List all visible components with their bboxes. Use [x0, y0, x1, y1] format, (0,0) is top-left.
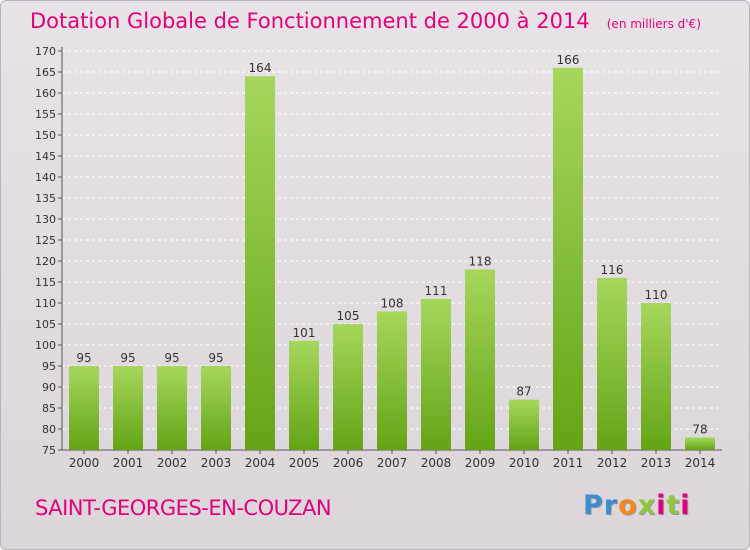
bar-2007	[377, 311, 407, 450]
y-tick-label: 100	[35, 339, 56, 352]
bar-2012	[597, 277, 627, 450]
y-tick-label: 85	[42, 402, 56, 415]
data-label: 110	[645, 288, 668, 302]
x-tick-label: 2013	[641, 456, 672, 470]
y-tick-label: 155	[35, 108, 56, 121]
commune-name: SAINT-GEORGES-EN-COUZAN	[35, 496, 332, 520]
logo-letter: o	[618, 490, 638, 521]
bar-2013	[641, 303, 671, 450]
data-label: 166	[557, 53, 580, 67]
data-label: 78	[692, 422, 707, 436]
x-tick-labels: 2000 2001 2002 2003 2004 2005 2006 2007 2008 2009…	[69, 456, 716, 470]
title-row: Dotation Globale de Fonctionnement de 20…	[30, 9, 701, 33]
x-tick-label: 2012	[597, 456, 628, 470]
y-tick-label: 110	[35, 297, 56, 310]
data-label: 95	[76, 351, 91, 365]
data-label: 118	[469, 254, 492, 268]
logo-letter: x	[637, 490, 657, 521]
bar-2005	[289, 340, 319, 450]
bar-2010	[509, 399, 539, 450]
data-label: 95	[164, 351, 179, 365]
data-labels: 95 95 95 95 164 101 105 108 111 118 87 166 116 110 78	[76, 53, 707, 437]
data-label: 95	[208, 351, 223, 365]
y-tick-label: 135	[35, 192, 56, 205]
logo-letter: r	[603, 490, 619, 521]
bar-2008	[421, 298, 451, 450]
y-tick-label: 80	[42, 423, 56, 436]
bar-2011	[553, 67, 583, 451]
logo-letter: i	[680, 490, 691, 521]
logo-letter: i	[656, 490, 667, 521]
y-tick-label: 150	[35, 129, 56, 142]
x-tick-label: 2014	[685, 456, 716, 470]
x-tick-label: 2002	[157, 456, 188, 470]
y-tick-label: 165	[35, 66, 56, 79]
x-tick-label: 2007	[377, 456, 408, 470]
proxiti-logo: Proxiti	[583, 490, 691, 521]
x-tick-label: 2004	[245, 456, 276, 470]
bar-2002	[157, 366, 187, 450]
data-label: 95	[120, 351, 135, 365]
data-label: 87	[516, 385, 531, 399]
y-tick-label: 120	[35, 255, 56, 268]
chart-subtitle: (en milliers d'€)	[606, 17, 701, 31]
x-tick-label: 2008	[421, 456, 452, 470]
bar-2000	[69, 366, 99, 450]
y-tick-label: 125	[35, 234, 56, 247]
x-tick-label: 2011	[553, 456, 584, 470]
y-tick-label: 75	[42, 444, 56, 457]
x-tick-label: 2003	[201, 456, 232, 470]
x-tick-label: 2006	[333, 456, 364, 470]
y-tick-label: 105	[35, 318, 56, 331]
data-label: 105	[337, 309, 360, 323]
y-tick-label: 145	[35, 150, 56, 163]
x-tick-label: 2009	[465, 456, 496, 470]
data-label: 164	[249, 61, 272, 75]
logo-letter: P	[583, 490, 604, 521]
y-tick-label: 160	[35, 87, 56, 100]
bar-2009	[465, 269, 495, 450]
data-label: 108	[381, 296, 404, 310]
x-tick-label: 2005	[289, 456, 320, 470]
x-tick-label: 2010	[509, 456, 540, 470]
bar-2006	[333, 324, 363, 450]
y-tick-label: 115	[35, 276, 56, 289]
y-tick-label: 170	[35, 45, 56, 58]
bar-2004	[245, 76, 275, 450]
x-tick-label: 2001	[113, 456, 144, 470]
y-tick-label: 140	[35, 171, 56, 184]
logo-letter: t	[666, 490, 681, 521]
y-tick-label: 90	[42, 381, 56, 394]
data-label: 116	[601, 263, 624, 277]
bar-2014	[685, 437, 715, 450]
data-label: 111	[425, 284, 448, 298]
y-tick-labels: 75 80 85 90 95 100 105 110 115 120 125 130 135 140 145…	[35, 45, 56, 457]
chart-title: Dotation Globale de Fonctionnement de 20…	[30, 9, 590, 33]
bar-2001	[113, 366, 143, 450]
bar-2003	[201, 366, 231, 450]
x-tick-label: 2000	[69, 456, 100, 470]
data-label: 101	[293, 326, 316, 340]
bars	[69, 67, 715, 451]
y-tick-label: 130	[35, 213, 56, 226]
y-tick-label: 95	[42, 360, 56, 373]
